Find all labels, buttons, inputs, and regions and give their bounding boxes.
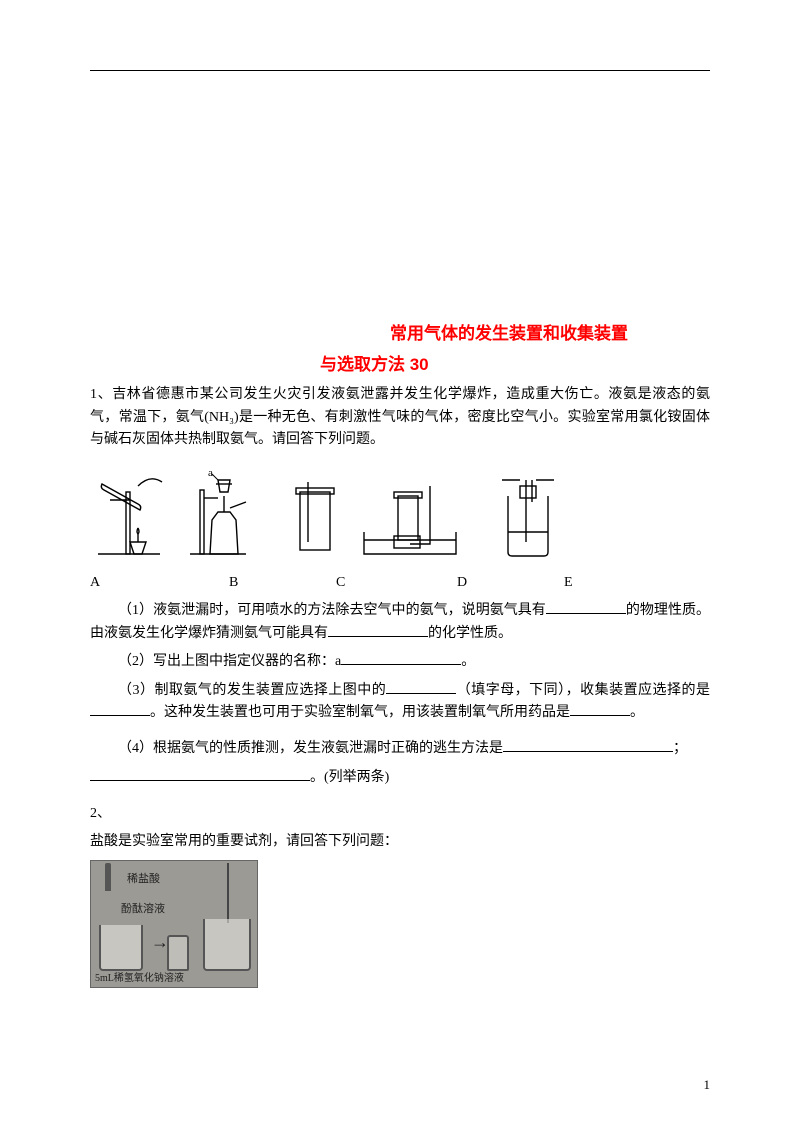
header-rule [90,70,710,71]
q1-p3d: 。 [630,705,644,720]
blank-8 [90,767,310,781]
photo-label-a: 稀盐酸 [127,871,160,889]
q2-intro: 盐酸是实验室常用的重要试剂，请回答下列问题： [90,831,710,853]
blank-4 [386,680,456,694]
label-a-arrow: a [208,467,213,479]
beaker-right [203,919,251,971]
device-d [364,486,456,554]
q1-p2b: 。 [461,654,475,669]
q1-p4a: （4）根据氨气的性质推测，发生液氨泄漏时正确的逃生方法是 [118,741,503,756]
label-a: A [90,572,114,594]
q1-p4c: 。(列举两条) [310,770,389,785]
document-body: 常用气体的发生装置和收集装置 与选取方法 30 1、吉林省德惠市某公司发生火灾引… [90,320,710,988]
beaker-left [99,925,143,971]
q1-p1c: 的化学性质。 [428,626,512,641]
device-c [296,482,334,550]
q1-p3b: （填字母，下同），收集装置应选择的是 [456,683,710,698]
q1-part3: （3）制取氨气的发生装置应选择上图中的 （填字母，下同），收集装置应选择的是。这种… [90,680,710,725]
photo-label-b: 酚酞溶液 [121,901,165,919]
blank-3 [341,651,461,665]
label-e: E [564,572,588,594]
q1-p4b: ； [673,741,687,756]
title-line-1: 常用气体的发生装置和收集装置 [90,320,710,347]
q1-p3a: （3）制取氨气的发生装置应选择上图中的 [118,683,386,698]
reagent-bottle [167,935,189,971]
q1-p1a: （1）液氨泄漏时，可用喷水的方法除去空气中的氨气，说明氨气具有 [118,603,546,618]
device-a [98,478,162,553]
page-number: 1 [704,1075,711,1096]
label-b: B [229,572,253,594]
blank-6 [570,702,630,716]
q1-part4: （4）根据氨气的性质推测，发生液氨泄漏时正确的逃生方法是 ； [90,738,710,760]
blank-7 [503,738,673,752]
dropper-icon [105,863,111,891]
q1-p2a: （2）写出上图中指定仪器的名称：a [118,654,341,669]
label-d: D [457,572,481,594]
q1-part4b: 。(列举两条) [90,767,710,789]
title-line-2: 与选取方法 30 [90,351,710,378]
blank-1 [546,600,626,614]
photo-label-c: 5mL稀氢氧化钠溶液 [95,971,184,987]
glass-rod [227,863,229,923]
q1-part1: （1）液氨泄漏时，可用喷水的方法除去空气中的氨气，说明氨气具有的物理性质。由液氨… [90,600,710,645]
q1-part2: （2）写出上图中指定仪器的名称：a 。 [90,651,710,673]
blank-5 [90,702,150,716]
q1-intro: 1、吉林省德惠市某公司发生火灾引发液氨泄露并发生化学爆炸，造成重大伤亡。液氨是液… [90,384,710,451]
blank-2 [328,623,428,637]
apparatus-diagram: a [90,462,600,562]
label-c: C [336,572,360,594]
device-e [502,480,554,556]
experiment-photo: 稀盐酸 酚酞溶液 → 5mL稀氢氧化钠溶液 [90,860,258,988]
device-b: a [190,467,246,554]
q1-p3c: 。这种发生装置也可用于实验室制氧气，用该装置制氧气所用药品是 [150,705,570,720]
diagram-labels: A B C D E [90,572,710,594]
q2-num: 2、 [90,803,710,825]
